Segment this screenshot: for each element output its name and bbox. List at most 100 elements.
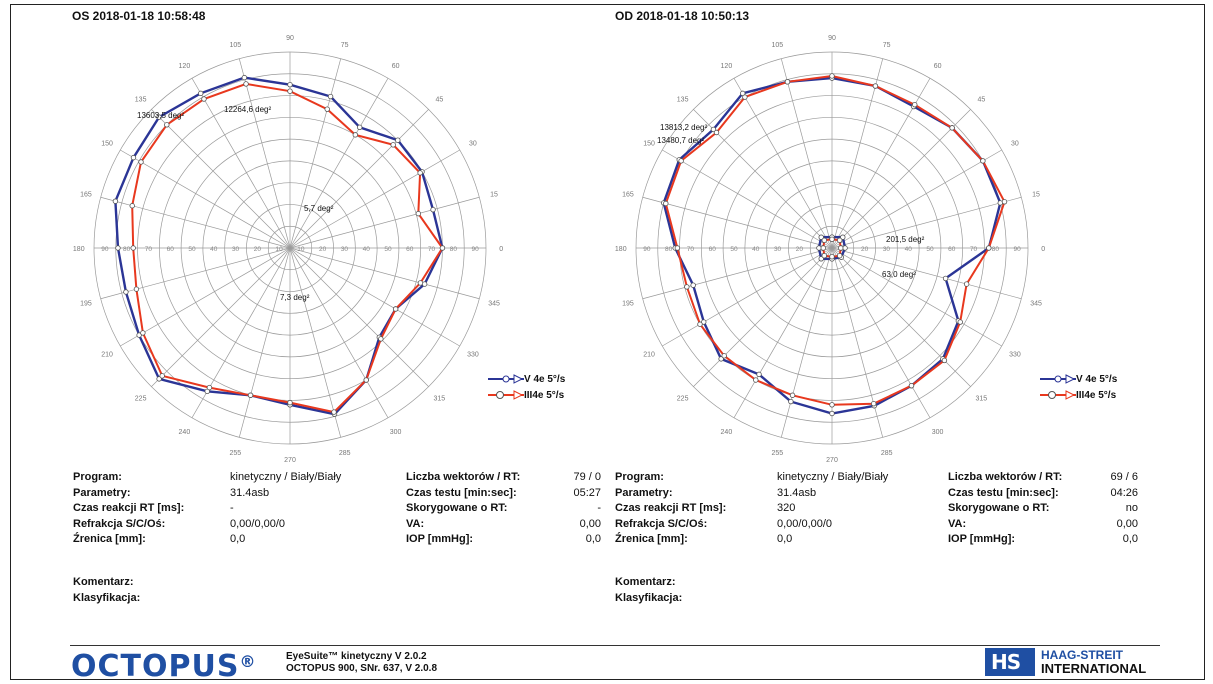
info-row: VA: 0,00: [406, 517, 601, 533]
comment-label: Komentarz:: [615, 576, 676, 588]
isopter-point: [112, 198, 119, 204]
radial-tick-label: 80: [450, 246, 458, 253]
legend-iii4e-label: III4e 5°/s: [1076, 389, 1117, 401]
info-key: Parametry:: [615, 486, 673, 499]
isopter-point: [363, 377, 369, 383]
grid-spoke: [733, 247, 833, 418]
os-exam-info: Program: kinetyczny / Biały/Biały Paramet…: [73, 470, 341, 548]
classification-label: Klasyfikacja:: [73, 592, 141, 604]
isopter-point: [324, 106, 330, 112]
isopter-point: [710, 126, 717, 133]
grid-spoke: [693, 247, 833, 387]
grid-spoke: [289, 78, 389, 249]
isopter-point: [140, 330, 146, 336]
software-version: EyeSuite™ kinetyczny V 2.0.2: [286, 651, 427, 662]
angle-tick-label: 15: [1032, 191, 1040, 198]
angle-tick-label: 345: [488, 301, 500, 308]
info-row: Liczba wektorów / RT: 79 / 0: [406, 470, 601, 486]
info-value: 0,0: [585, 533, 601, 545]
grid-spoke: [120, 247, 291, 347]
od-exam-info: Program: kinetyczny / Biały/Biały Paramet…: [615, 470, 888, 548]
radial-tick-label: 20: [796, 246, 804, 253]
isopter-point: [415, 210, 422, 217]
radial-tick-label: 80: [665, 246, 673, 253]
legend-v4e-label: V 4e 5°/s: [524, 373, 566, 385]
radial-tick-label: 30: [883, 246, 891, 253]
os-exam-info-2: Liczba wektorów / RT: 79 / 0 Czas testu […: [406, 470, 601, 548]
radial-tick-label: 50: [926, 246, 934, 253]
info-row: Czas reakcji RT [ms]: -: [73, 501, 341, 517]
angle-tick-label: 75: [341, 42, 349, 49]
grid-spoke: [120, 149, 291, 249]
os-title: OS 2018-01-18 10:58:48: [72, 9, 206, 23]
grid-spoke: [289, 109, 429, 249]
grid-spoke: [289, 247, 342, 438]
angle-tick-label: 285: [339, 450, 351, 457]
od-title: OD 2018-01-18 10:50:13: [615, 9, 750, 23]
angle-tick-label: 165: [80, 191, 92, 198]
grid-spoke: [151, 109, 291, 249]
isopter-point: [908, 382, 915, 389]
isopter-point: [247, 392, 254, 398]
angle-tick-label: 135: [677, 97, 689, 104]
angle-tick-label: 315: [434, 395, 446, 402]
area-annotation: 13603,5 deg²: [137, 111, 184, 120]
info-row: Refrakcja S/C/Oś: 0,00/0,00/0: [73, 517, 341, 533]
isopter-point: [789, 392, 796, 398]
isopter-point: [941, 357, 948, 364]
radial-tick-label: 70: [970, 246, 978, 253]
isopter-point: [395, 137, 401, 143]
registered-mark-icon: ®: [239, 652, 257, 671]
info-value: 79 / 0: [573, 471, 601, 483]
isopter-point: [821, 252, 828, 259]
os-legend: V 4e 5°/s III4e 5°/s: [488, 371, 565, 403]
legend-v4e-swatch: [1040, 374, 1076, 384]
isopter-point: [753, 377, 759, 383]
isopter-point: [871, 400, 877, 407]
isopter-point: [1001, 199, 1008, 205]
isopter-point: [840, 234, 846, 240]
info-value: no: [1125, 502, 1138, 514]
radial-tick-label: 90: [471, 246, 479, 253]
radial-tick-label: 30: [774, 246, 782, 253]
area-annotation: 7,3 deg²: [280, 293, 310, 302]
isopter-point: [123, 289, 129, 295]
info-key: Źrenica [mm]:: [615, 533, 688, 545]
info-row: Skorygowane o RT: no: [948, 501, 1138, 517]
isopter-point: [243, 81, 249, 87]
isopter-point: [115, 245, 121, 251]
grid-spoke: [662, 149, 833, 249]
angle-tick-label: 180: [615, 246, 627, 253]
info-key: Liczba wektorów / RT:: [948, 471, 1063, 483]
grid-spoke: [831, 109, 971, 249]
grid-spoke: [733, 78, 833, 249]
info-key: Czas testu [min:sec]:: [948, 486, 1059, 499]
radial-tick-label: 70: [145, 246, 153, 253]
angle-tick-label: 255: [771, 450, 783, 457]
legend-v4e-label: V 4e 5°/s: [1076, 373, 1118, 385]
radial-tick-label: 20: [319, 246, 327, 253]
angle-tick-label: 60: [392, 63, 400, 70]
legend-iii4e: III4e 5°/s: [1040, 387, 1117, 403]
legend-iii4e: III4e 5°/s: [488, 387, 565, 403]
isopter-point: [206, 384, 213, 391]
info-key: Program:: [615, 471, 664, 483]
info-row: Parametry: 31.4asb: [73, 486, 341, 502]
radial-tick-label: 40: [363, 246, 371, 253]
info-key: IOP [mmHg]:: [406, 533, 474, 545]
isopter-point: [816, 245, 822, 251]
angle-tick-label: 210: [643, 352, 655, 359]
info-row: Źrenica [mm]: 0,0: [73, 532, 341, 548]
area-annotation: 5,7 deg²: [304, 204, 334, 213]
isopter-point: [352, 132, 359, 138]
isopter-point: [756, 371, 762, 378]
angle-tick-label: 300: [390, 429, 402, 436]
info-row: Czas testu [min:sec]: 04:26: [948, 486, 1138, 502]
angle-tick-label: 255: [229, 450, 241, 457]
isopter-point: [713, 129, 720, 136]
isopter-point: [986, 245, 992, 251]
brand-name: OCTOPUS: [71, 649, 240, 684]
radial-tick-label: 60: [406, 246, 414, 253]
info-value: 0,0: [777, 533, 793, 545]
info-row: IOP [mmHg]: 0,0: [406, 532, 601, 548]
